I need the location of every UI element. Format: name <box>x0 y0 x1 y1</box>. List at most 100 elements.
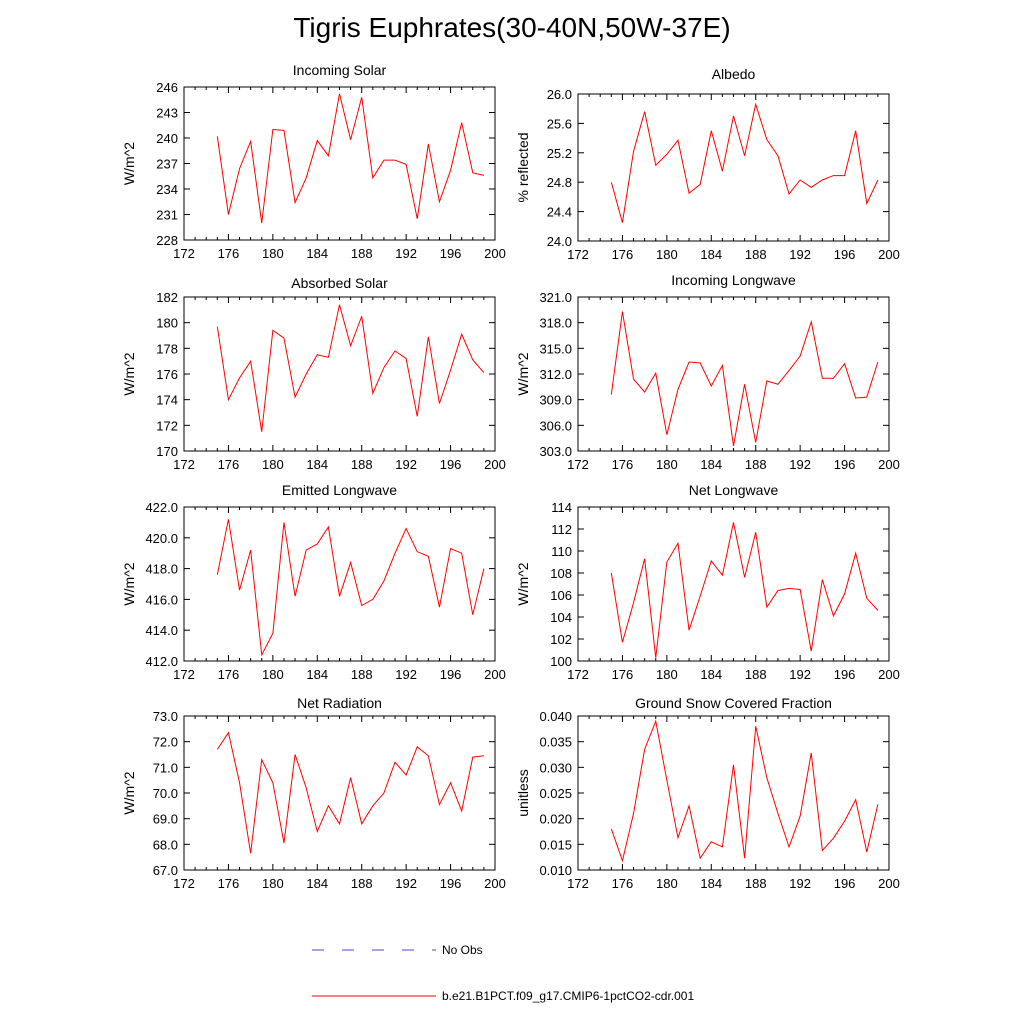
y-tick-label: 0.015 <box>539 837 572 852</box>
x-tick-label: 188 <box>351 457 373 472</box>
x-tick-label: 172 <box>173 667 195 682</box>
x-tick-label: 184 <box>700 667 722 682</box>
y-tick-label: 106 <box>550 588 572 603</box>
x-tick-label: 192 <box>395 246 417 261</box>
x-tick-label: 184 <box>700 876 722 891</box>
y-tick-label: 108 <box>550 566 572 581</box>
y-tick-label: 24.8 <box>547 175 572 190</box>
y-tick-label: 422.0 <box>145 500 178 515</box>
panel-albedo: Albedo % reflected 172 176 180 184 188 192 196 20… <box>515 66 900 262</box>
y-tick-label: 24.0 <box>547 234 572 249</box>
y-axis-label: W/m^2 <box>515 352 531 395</box>
x-tick-label: 192 <box>789 247 811 262</box>
y-tick-label: 67.0 <box>153 863 178 878</box>
y-tick-label: 240 <box>156 131 178 146</box>
panel-title: Net Longwave <box>689 482 779 498</box>
panel-emitted-longwave: Emitted Longwave W/m^2 172 176 180 184 188 192 1… <box>121 482 506 682</box>
x-tick-label: 200 <box>878 247 900 262</box>
x-tick-label: 196 <box>834 667 856 682</box>
x-tick-label: 188 <box>745 876 767 891</box>
y-tick-label: 306.0 <box>539 418 572 433</box>
y-axis-label: W/m^2 <box>121 142 137 185</box>
x-tick-label: 176 <box>218 667 240 682</box>
x-tick-label: 184 <box>306 457 328 472</box>
y-tick-label: 243 <box>156 106 178 121</box>
x-tick-label: 184 <box>700 247 722 262</box>
y-tick-label: 114 <box>551 500 572 515</box>
x-tick-label: 180 <box>262 457 284 472</box>
y-tick-label: 72.0 <box>153 735 178 750</box>
x-tick-label: 192 <box>789 667 811 682</box>
y-tick-label: 318.0 <box>539 316 572 331</box>
plot-frame <box>577 715 890 871</box>
panel-absorbed-solar: Absorbed Solar W/m^2 172 176 180 184 188 192 196… <box>121 275 506 472</box>
x-tick-label: 176 <box>218 246 240 261</box>
y-tick-label: 170 <box>156 444 178 459</box>
y-tick-label: 309.0 <box>539 393 572 408</box>
y-tick-label: 231 <box>156 208 178 223</box>
x-tick-label: 180 <box>656 667 678 682</box>
panel-incoming-longwave: Incoming Longwave W/m^2 172 176 180 184 188 192… <box>515 272 900 472</box>
y-tick-label: 0.040 <box>539 709 572 724</box>
x-tick-label: 184 <box>306 667 328 682</box>
y-tick-label: 303.0 <box>539 444 572 459</box>
x-tick-label: 176 <box>218 457 240 472</box>
legend: No Obs b.e21.B1PCT.f09_g17.CMIP6-1pctCO2-… <box>312 943 694 1003</box>
y-tick-label: 321.0 <box>539 290 572 305</box>
x-tick-label: 188 <box>351 667 373 682</box>
x-tick-label: 192 <box>395 667 417 682</box>
x-tick-label: 184 <box>306 876 328 891</box>
y-tick-label: 412.0 <box>145 654 178 669</box>
y-tick-label: 312.0 <box>539 367 572 382</box>
y-tick-label: 237 <box>156 157 178 172</box>
x-tick-label: 200 <box>878 876 900 891</box>
y-axis-label: unitless <box>515 769 531 816</box>
x-tick-label: 188 <box>745 667 767 682</box>
y-tick-label: 176 <box>156 367 178 382</box>
y-tick-label: 25.6 <box>547 116 572 131</box>
y-tick-label: 0.030 <box>539 760 572 775</box>
x-tick-label: 180 <box>656 247 678 262</box>
y-axis-label: W/m^2 <box>121 771 137 814</box>
legend-label-no-obs: No Obs <box>442 943 483 957</box>
x-tick-label: 196 <box>834 247 856 262</box>
panel-net-longwave: Net Longwave W/m^2 172 176 180 184 188 192 196 20… <box>515 482 900 682</box>
x-tick-label: 180 <box>656 457 678 472</box>
y-tick-label: 102 <box>550 632 572 647</box>
y-tick-label: 104 <box>550 610 572 625</box>
y-tick-label: 25.2 <box>547 146 572 161</box>
x-tick-label: 200 <box>484 667 506 682</box>
x-tick-label: 192 <box>789 457 811 472</box>
x-tick-label: 200 <box>484 457 506 472</box>
x-tick-label: 172 <box>567 876 589 891</box>
y-tick-label: 110 <box>551 544 572 559</box>
x-tick-label: 172 <box>567 667 589 682</box>
y-tick-label: 180 <box>156 316 178 331</box>
x-tick-label: 172 <box>567 247 589 262</box>
x-tick-label: 188 <box>351 876 373 891</box>
y-tick-label: 70.0 <box>153 786 178 801</box>
x-tick-label: 176 <box>612 457 634 472</box>
x-tick-label: 180 <box>262 246 284 261</box>
main-title: Tigris Euphrates(30-40N,50W-37E) <box>293 12 731 43</box>
x-tick-label: 192 <box>395 457 417 472</box>
panel-net-radiation: Net Radiation W/m^2 172 176 180 184 188 192 196 2… <box>121 695 506 891</box>
y-axis-label: W/m^2 <box>121 352 137 395</box>
panel-title: Absorbed Solar <box>291 275 388 291</box>
x-tick-label: 180 <box>656 876 678 891</box>
x-tick-label: 196 <box>440 457 462 472</box>
series-line <box>216 93 485 224</box>
x-tick-label: 192 <box>395 876 417 891</box>
series-line <box>216 519 485 657</box>
x-tick-label: 200 <box>484 876 506 891</box>
series-line <box>610 102 879 223</box>
x-tick-label: 184 <box>306 246 328 261</box>
y-tick-label: 100 <box>550 654 572 669</box>
y-tick-label: 0.010 <box>539 863 572 878</box>
plot-frame <box>183 86 496 241</box>
y-tick-label: 420.0 <box>145 531 178 546</box>
y-tick-label: 68.0 <box>153 837 178 852</box>
x-tick-label: 196 <box>834 876 856 891</box>
x-tick-label: 192 <box>789 876 811 891</box>
x-tick-label: 188 <box>745 247 767 262</box>
